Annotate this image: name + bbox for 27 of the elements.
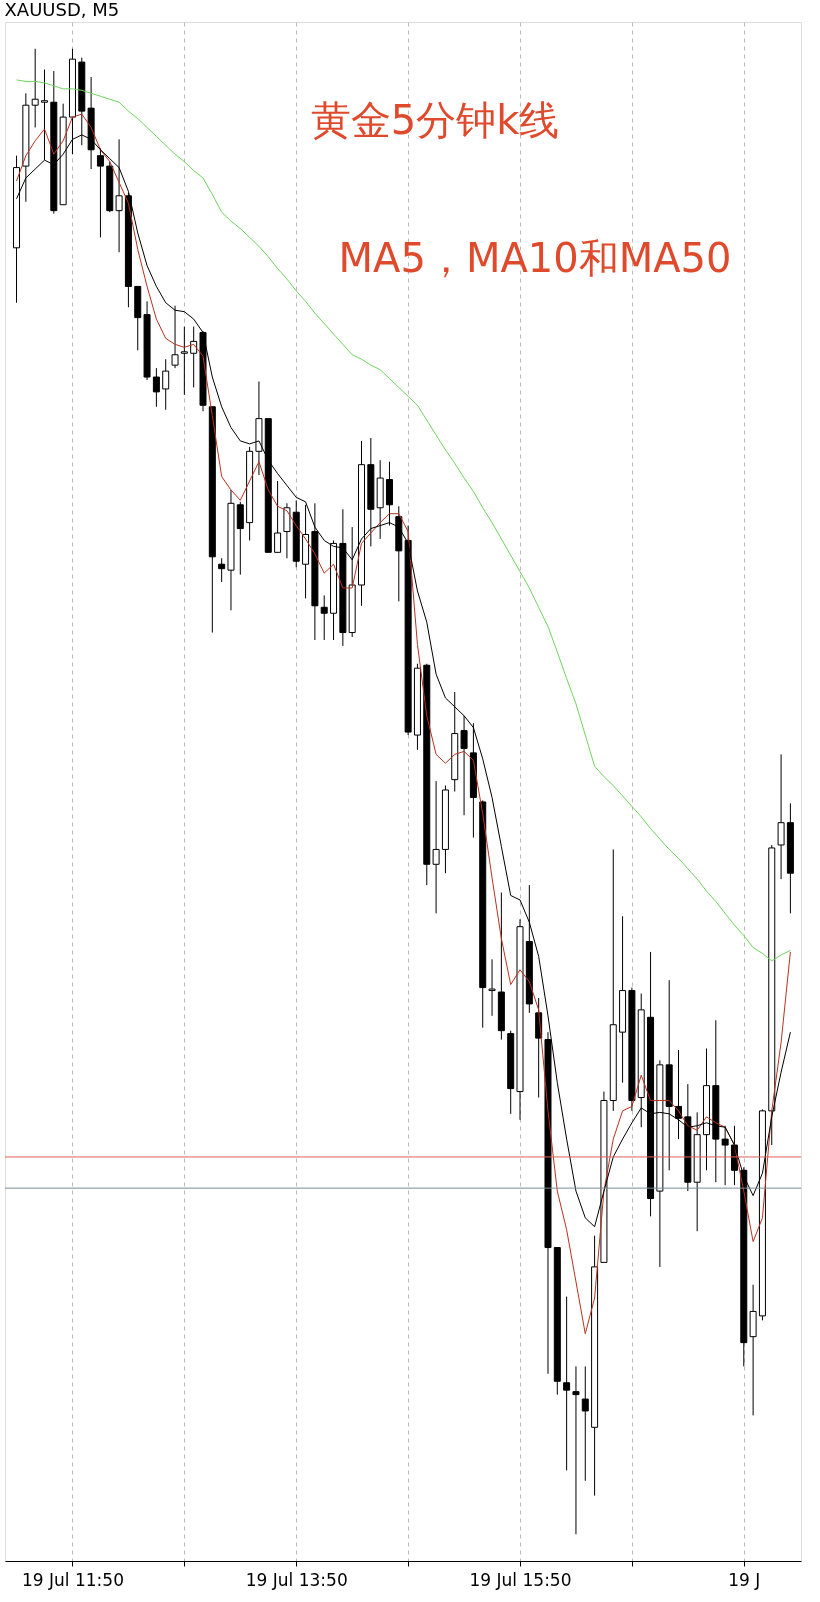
candlestick [283, 502, 291, 559]
candlestick [218, 557, 226, 583]
candlestick [115, 138, 123, 253]
annotation: MA5，MA10和MA50 [338, 235, 732, 281]
x-tick-label: 19 J [728, 1569, 761, 1590]
candlestick [432, 780, 440, 914]
candlestick [162, 358, 170, 411]
x-tick-label: 19 Jul 13:50 [245, 1569, 348, 1590]
chart-title: XAUUSD, M5 [4, 0, 120, 20]
candlestick [572, 1365, 580, 1535]
x-tick-label: 19 Jul 11:50 [21, 1569, 124, 1590]
candlestick [581, 1365, 589, 1482]
candlestick [274, 480, 282, 553]
annotation: 黄金5分钟k线 [310, 97, 560, 143]
x-tick-label: 19 Jul 15:50 [469, 1569, 572, 1590]
candlestick [152, 367, 160, 408]
candlestick [320, 594, 328, 641]
candlestick [563, 1296, 571, 1471]
candlestick [721, 1125, 729, 1186]
candlestick [460, 715, 468, 816]
candlestick [777, 753, 785, 880]
candlestick [31, 48, 39, 128]
candlestick [171, 305, 179, 369]
candlestick [488, 958, 496, 1017]
candlestick [190, 326, 198, 388]
candlestick [236, 501, 244, 576]
candlestick [180, 326, 188, 396]
